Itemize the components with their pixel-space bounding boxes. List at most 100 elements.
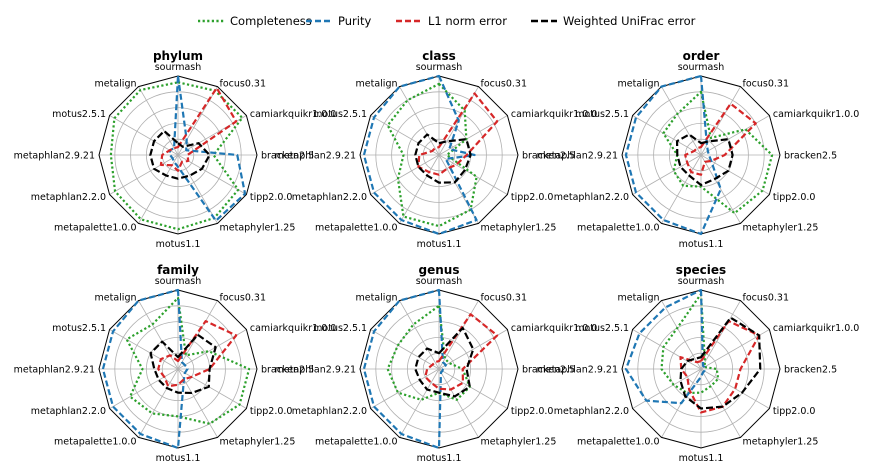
axis-label-tipp2-0-0: tipp2.0.0: [511, 406, 554, 417]
axis-label-sourmash: sourmash: [678, 62, 725, 73]
axis-label-bracken2-5: bracken2.5: [784, 151, 837, 162]
grid-spoke: [438, 154, 508, 195]
axis-label-metaphyler1-25: metaphyler1.25: [743, 222, 819, 233]
radar-panel-species: sourmash focus0.31 camiarkquikr1.0.0 bracke…: [537, 263, 860, 464]
radar-panel-order: sourmash focus0.31 camiarkquikr1.0.0 bracke…: [537, 49, 860, 250]
axis-label-metaphlan2-9-21: metaphlan2.9.21: [14, 151, 95, 162]
panel-title: family: [157, 263, 199, 277]
axis-label-motus1-1: motus1.1: [156, 453, 201, 464]
axis-label-metaphlan2-2-0: metaphlan2.2.0: [554, 192, 629, 203]
axis-label-metaphlan2-9-21: metaphlan2.9.21: [275, 365, 356, 376]
axis-label-motus2-5-1: motus2.5.1: [313, 109, 367, 120]
grid-spoke: [700, 368, 770, 409]
series-completeness: [660, 292, 720, 395]
grid-spoke: [700, 154, 741, 224]
series-purity: [624, 288, 707, 405]
axis-label-metaphyler1-25: metaphyler1.25: [220, 222, 296, 233]
legend-label-weighted-unifrac-error: Weighted UniFrac error: [563, 14, 696, 28]
axis-label-metaphlan2-2-0: metaphlan2.2.0: [31, 192, 106, 203]
radar-frame: [98, 289, 258, 449]
axis-label-motus1-1: motus1.1: [417, 453, 462, 464]
legend: Completeness Purity L1 norm error Weighted …: [198, 14, 696, 28]
grid-spoke: [109, 115, 179, 156]
axis-label-focus0-31: focus0.31: [743, 79, 790, 90]
series-weighted-unifrac-error: [414, 326, 475, 398]
grid-spoke: [438, 368, 479, 438]
panel-title: species: [676, 263, 726, 277]
radar-frame: [359, 75, 519, 235]
grid-spoke: [138, 86, 179, 156]
panel-title: genus: [419, 263, 460, 277]
series-l1-norm-error: [417, 92, 499, 176]
axis-label-focus0-31: focus0.31: [481, 79, 528, 90]
axis-label-metalign: metalign: [356, 293, 398, 304]
series-l1-norm-error: [424, 313, 499, 391]
axis-label-bracken2-5: bracken2.5: [522, 365, 575, 376]
grid-spoke: [109, 329, 179, 370]
legend-label-completeness: Completeness: [230, 14, 312, 28]
axis-label-motus2-5-1: motus2.5.1: [52, 109, 106, 120]
axis-label-metapalette1-0-0: metapalette1.0.0: [577, 222, 659, 233]
axis-label-metaphlan2-9-21: metaphlan2.9.21: [14, 365, 95, 376]
axis-label-sourmash: sourmash: [155, 276, 202, 287]
axis-label-camiarkquikr1-0-0: camiarkquikr1.0.0: [511, 323, 597, 334]
axis-label-metaphlan2-2-0: metaphlan2.2.0: [31, 406, 106, 417]
axis-label-focus0-31: focus0.31: [220, 79, 267, 90]
axis-label-metalign: metalign: [618, 293, 660, 304]
axis-label-metalign: metalign: [618, 79, 660, 90]
grid-spoke: [399, 86, 440, 156]
grid-spoke: [632, 329, 702, 370]
grid-spoke: [177, 300, 218, 370]
axis-label-sourmash: sourmash: [416, 276, 463, 287]
legend-label-purity: Purity: [338, 14, 371, 28]
series-weighted-unifrac-error: [679, 316, 762, 410]
radar-panel-genus: sourmash focus0.31 camiarkquikr1.0.0 bracke…: [275, 263, 598, 464]
axis-label-tipp2-0-0: tipp2.0.0: [511, 192, 554, 203]
series-weighted-unifrac-error: [675, 133, 734, 187]
axis-label-metaphlan2-2-0: metaphlan2.2.0: [292, 192, 367, 203]
series-purity: [362, 288, 447, 450]
axis-label-metaphyler1-25: metaphyler1.25: [220, 436, 296, 447]
series-l1-norm-error: [679, 320, 761, 414]
grid-spoke: [370, 115, 440, 156]
axis-label-focus0-31: focus0.31: [220, 293, 267, 304]
series-weighted-unifrac-error: [414, 133, 472, 184]
axis-label-metaphlan2-9-21: metaphlan2.9.21: [537, 365, 618, 376]
grid-spoke: [661, 86, 702, 156]
grid-spoke: [661, 154, 702, 224]
axis-label-sourmash: sourmash: [678, 276, 725, 287]
axis-label-bracken2-5: bracken2.5: [261, 151, 314, 162]
series-completeness: [125, 296, 251, 425]
radar-panel-family: sourmash focus0.31 camiarkquikr1.0.0 bracke…: [14, 263, 337, 464]
series-purity: [168, 74, 247, 222]
axis-label-metapalette1-0-0: metapalette1.0.0: [54, 222, 136, 233]
axis-label-bracken2-5: bracken2.5: [261, 365, 314, 376]
grid-spoke: [370, 368, 440, 409]
grid-spoke: [438, 368, 508, 409]
axis-label-motus2-5-1: motus2.5.1: [575, 109, 629, 120]
axis-label-motus2-5-1: motus2.5.1: [313, 323, 367, 334]
axis-label-sourmash: sourmash: [416, 62, 463, 73]
axis-label-metalign: metalign: [95, 79, 137, 90]
axis-label-metapalette1-0-0: metapalette1.0.0: [315, 436, 397, 447]
grid-spoke: [632, 154, 702, 195]
grid-spoke: [109, 368, 179, 409]
grid-spoke: [700, 300, 741, 370]
series-l1-norm-error: [159, 86, 238, 172]
grid-spoke: [700, 115, 770, 156]
grid-spoke: [399, 154, 440, 224]
axis-label-tipp2-0-0: tipp2.0.0: [773, 406, 816, 417]
axis-label-metaphyler1-25: metaphyler1.25: [743, 436, 819, 447]
grid-spoke: [700, 368, 741, 438]
axis-label-camiarkquikr1-0-0: camiarkquikr1.0.0: [250, 109, 336, 120]
panel-title: class: [422, 49, 456, 63]
axis-label-sourmash: sourmash: [155, 62, 202, 73]
series-completeness: [386, 82, 478, 228]
axis-label-metaphlan2-2-0: metaphlan2.2.0: [292, 406, 367, 417]
panel-title: phylum: [153, 49, 203, 63]
series-purity: [362, 74, 478, 236]
grid-spoke: [138, 300, 179, 370]
axis-label-focus0-31: focus0.31: [481, 293, 528, 304]
axis-label-metaphlan2-9-21: metaphlan2.9.21: [275, 151, 356, 162]
